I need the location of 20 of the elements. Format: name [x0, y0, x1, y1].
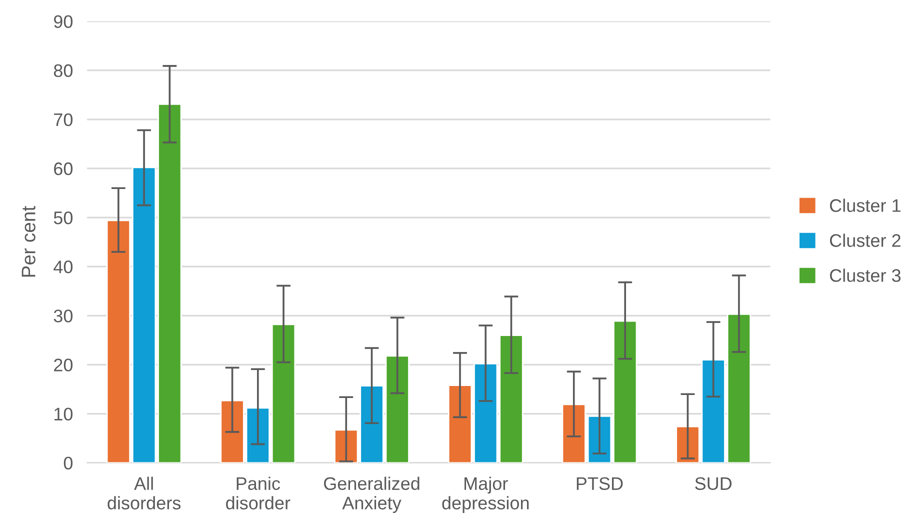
x-tick-label: Generalized Anxiety	[324, 476, 420, 514]
y-tick-label: 40	[54, 260, 73, 274]
x-tick-label: SUD	[695, 477, 732, 490]
y-tick-label: 50	[54, 211, 73, 224]
x-tick-label: Panic disorder	[226, 476, 290, 510]
y-tick-label: 0	[64, 456, 73, 470]
y-tick-label: 90	[54, 15, 73, 28]
legend-label: Cluster 3	[830, 268, 901, 282]
x-tick-label: All disorders	[108, 476, 181, 510]
y-axis-title: Per cent	[22, 206, 36, 277]
y-tick-label: 80	[54, 64, 73, 78]
x-tick-label: Major depression	[442, 476, 529, 514]
y-tick-label: 60	[54, 162, 73, 176]
y-tick-label: 30	[54, 310, 73, 322]
legend-label: Cluster 1	[830, 198, 900, 212]
y-tick-label: 10	[54, 408, 73, 420]
legend-label: Cluster 2	[830, 234, 900, 247]
y-tick-label: 70	[54, 113, 73, 126]
y-tick-label: 20	[54, 358, 73, 372]
x-tick-label: PTSD	[576, 477, 623, 490]
